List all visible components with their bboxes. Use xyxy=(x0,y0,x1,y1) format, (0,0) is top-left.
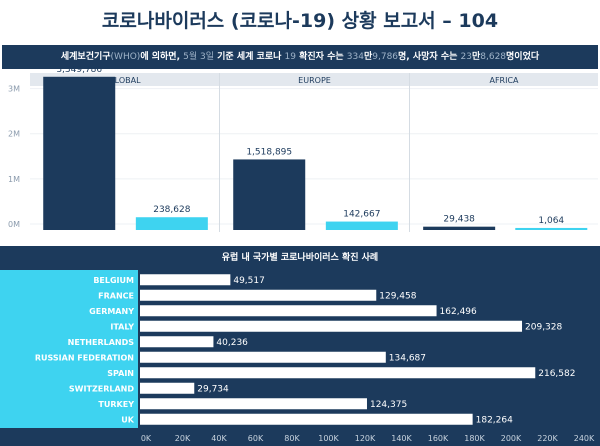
europe-chart-title: 유럽 내 국가별 코로나바이러스 확진 사례 xyxy=(0,246,600,270)
y-tick-label: 1M xyxy=(8,175,20,184)
country-bar xyxy=(140,398,367,410)
banner-confirmed-a: 334 xyxy=(346,52,364,62)
x-tick-label: 140K xyxy=(391,434,412,443)
bar-deaths xyxy=(325,221,398,230)
banner-who: (WHO) xyxy=(110,52,141,62)
x-tick-label: 100K xyxy=(318,434,339,443)
banner-deaths-a: 23 xyxy=(460,52,472,62)
country-value-label: 134,687 xyxy=(389,353,426,363)
country-label: FRANCE xyxy=(98,291,134,300)
banner-text: 기준 세계 코로나 xyxy=(214,52,285,62)
banner-text: 에 의하면, xyxy=(140,52,184,62)
x-tick-label: 20K xyxy=(175,434,191,443)
country-label: SWITZERLAND xyxy=(69,384,134,393)
bar-value-label: 3,349,786 xyxy=(56,65,102,75)
bar-confirmed xyxy=(233,159,306,230)
country-value-label: 209,328 xyxy=(525,322,562,332)
banner-deaths-b: 8,628 xyxy=(480,52,507,62)
category-label-panel xyxy=(0,270,138,428)
x-tick-label: 80K xyxy=(284,434,300,443)
country-label: RUSSIAN FEDERATION xyxy=(35,353,134,362)
bar-deaths xyxy=(135,217,208,230)
banner-date: 5월 3일 xyxy=(183,52,215,62)
bar-value-label: 1,064 xyxy=(538,216,564,226)
country-value-label: 129,458 xyxy=(379,291,416,301)
country-label: SPAIN xyxy=(107,369,134,378)
country-value-label: 124,375 xyxy=(370,400,407,410)
banner-text: 명, 사망자 수는 xyxy=(398,52,461,62)
x-tick-label: 0K xyxy=(141,434,152,443)
x-tick-label: 220K xyxy=(537,434,558,443)
country-label: ITALY xyxy=(110,322,134,331)
country-label: UK xyxy=(121,415,134,424)
bar-value-label: 29,438 xyxy=(443,215,475,225)
banner-confirmed-b: 9,786 xyxy=(372,52,399,62)
banner-covid-number: 19 xyxy=(284,52,296,62)
x-tick-label: 120K xyxy=(355,434,376,443)
y-tick-label: 2M xyxy=(8,130,20,139)
banner-unit: 만 xyxy=(363,52,373,62)
country-bar xyxy=(140,336,214,348)
x-axis-band xyxy=(0,428,600,446)
country-label: GERMANY xyxy=(89,307,134,316)
country-value-label: 40,236 xyxy=(216,338,248,348)
banner-text: 확진자 수는 xyxy=(295,52,347,62)
y-tick-label: 3M xyxy=(8,85,20,94)
country-bar xyxy=(140,305,437,317)
banner-unit: 만 xyxy=(471,52,481,62)
country-bar xyxy=(140,382,195,394)
country-value-label: 29,734 xyxy=(197,384,229,394)
bar-deaths xyxy=(515,227,588,230)
country-value-label: 182,264 xyxy=(476,415,513,425)
bar-confirmed xyxy=(423,226,496,230)
bar-value-label: 142,667 xyxy=(343,210,380,220)
summary-banner: 세계보건기구(WHO)에 의하면, 5월 3일 기준 세계 코로나 19 확진자… xyxy=(2,45,598,69)
country-label: NETHERLANDS xyxy=(68,338,135,347)
country-bar xyxy=(140,413,473,425)
country-bar xyxy=(140,351,386,363)
bar-value-label: 1,518,895 xyxy=(246,147,292,157)
banner-text: 세계보건기구 xyxy=(60,52,111,62)
country-value-label: 49,517 xyxy=(233,276,265,286)
country-label: TURKEY xyxy=(98,400,134,409)
country-value-label: 162,496 xyxy=(440,307,477,317)
panel-title: AFRICA xyxy=(489,76,519,85)
banner-text: 명이었다 xyxy=(506,52,540,62)
bar-value-label: 238,628 xyxy=(153,205,190,215)
x-tick-label: 200K xyxy=(501,434,522,443)
country-bar xyxy=(140,274,231,286)
bar-confirmed xyxy=(43,76,116,230)
country-bar xyxy=(140,367,536,379)
x-tick-label: 160K xyxy=(428,434,449,443)
x-tick-label: 240K xyxy=(574,434,595,443)
y-tick-label: 0M xyxy=(8,220,20,229)
country-bar xyxy=(140,320,523,332)
panel-title: GLOBAL xyxy=(108,76,141,85)
panel-header-strip xyxy=(30,73,598,86)
x-tick-label: 40K xyxy=(211,434,227,443)
country-value-label: 216,582 xyxy=(538,369,575,379)
report-title: 코로나바이러스 (코로나-19) 상황 보고서 – 104 xyxy=(101,10,499,32)
country-bar xyxy=(140,289,377,301)
x-tick-label: 180K xyxy=(464,434,485,443)
x-tick-label: 60K xyxy=(248,434,264,443)
country-label: BELGIUM xyxy=(93,276,134,285)
panel-title: EUROPE xyxy=(298,76,331,85)
